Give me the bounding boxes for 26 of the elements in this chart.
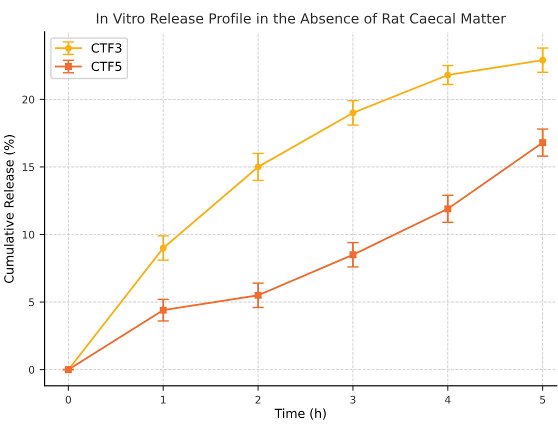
point — [444, 72, 452, 79]
point — [444, 205, 452, 212]
x-tick-label: 2 — [256, 396, 260, 404]
point — [254, 292, 262, 299]
point — [349, 251, 356, 258]
point — [539, 56, 546, 64]
y-tick-label: 20 — [22, 96, 34, 104]
point — [539, 139, 546, 146]
x-axis-title: Time (h) — [274, 408, 326, 420]
legend-label: CTF3 — [92, 43, 122, 53]
x-tick-label: 3 — [350, 396, 356, 404]
chart-title: In Vitro Release Profile in the Absence of Rat Caecal Matter — [96, 12, 506, 24]
y-tick-label: 15 — [22, 163, 34, 172]
x-tick-label: 5 — [540, 396, 546, 404]
x-tick-label: 4 — [444, 396, 451, 404]
y-tick-label: 10 — [22, 230, 34, 239]
y-tick-label: 0 — [28, 366, 34, 374]
x-tick-label: 0 — [66, 396, 71, 404]
point — [160, 244, 167, 252]
point — [160, 306, 167, 314]
x-tick-label: 1 — [161, 396, 166, 404]
y-tick-label: 5 — [29, 298, 34, 306]
point — [349, 109, 356, 116]
y-axis-title: Cumulative Release (%) — [4, 135, 16, 283]
point — [254, 163, 262, 170]
legend-label: CTF5 — [92, 62, 122, 72]
